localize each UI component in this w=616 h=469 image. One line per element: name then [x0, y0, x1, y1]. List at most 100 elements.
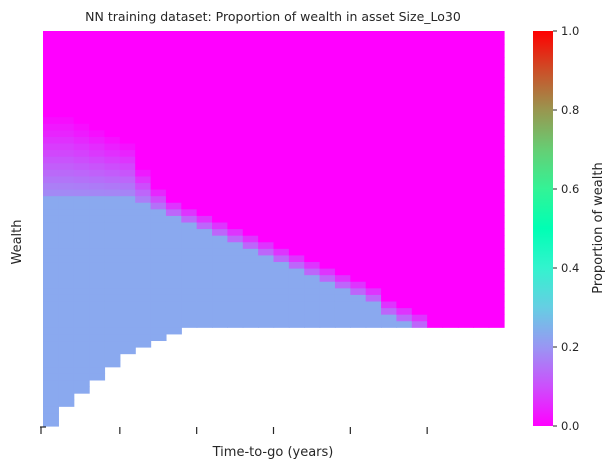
heatmap-cell [258, 175, 275, 184]
heatmap-cell [488, 44, 505, 52]
heatmap-cell [273, 129, 290, 137]
heatmap-cell [273, 300, 290, 309]
heatmap-cell [473, 254, 490, 263]
heatmap-cell [43, 221, 59, 230]
heatmap-cell [89, 50, 106, 58]
heatmap-cell [350, 235, 367, 243]
heatmap-cell [165, 261, 182, 269]
heatmap-cell [89, 268, 106, 276]
heatmap-cell [104, 202, 121, 210]
heatmap-cell [273, 208, 290, 216]
heatmap-cell [227, 169, 244, 177]
heatmap-cell [43, 347, 59, 355]
heatmap-cell [104, 169, 121, 177]
heatmap-cell [135, 261, 152, 269]
heatmap-cell [196, 149, 213, 157]
heatmap-cell [457, 96, 474, 105]
heatmap-cell [89, 274, 106, 282]
heatmap-cell [73, 215, 90, 223]
heatmap-cell [319, 215, 336, 223]
heatmap-cell [396, 116, 413, 124]
heatmap-cell [150, 63, 167, 72]
heatmap-cell [350, 287, 367, 295]
heatmap-cell [181, 77, 198, 85]
heatmap-cell [43, 379, 59, 388]
heatmap-cell [473, 228, 490, 236]
heatmap-cell [227, 129, 244, 137]
heatmap-cell [457, 300, 474, 309]
heatmap-cell [181, 254, 198, 263]
heatmap-cell [273, 248, 290, 256]
heatmap-cell [473, 221, 490, 230]
heatmap-cell [89, 44, 106, 52]
heatmap-cell [242, 70, 259, 78]
heatmap-cell [150, 156, 167, 164]
heatmap-cell [89, 281, 106, 289]
heatmap-cell [411, 37, 428, 45]
heatmap-cell [334, 123, 351, 131]
heatmap-cell [334, 221, 351, 230]
heatmap-cell [411, 235, 428, 243]
heatmap-cell [365, 37, 382, 45]
heatmap-cell [396, 182, 413, 190]
heatmap-cell [350, 103, 367, 111]
heatmap-cell [58, 248, 75, 256]
heatmap-cell [212, 182, 228, 190]
heatmap-cell [135, 327, 152, 335]
heatmap-cell [104, 294, 121, 302]
heatmap-cell [304, 44, 321, 52]
heatmap-cell [165, 90, 182, 98]
heatmap-cell [196, 142, 213, 151]
heatmap-cell [396, 221, 413, 230]
heatmap-cell [350, 83, 367, 91]
heatmap-cell [258, 189, 275, 197]
heatmap-cell [273, 169, 290, 177]
heatmap-cell [212, 96, 228, 105]
heatmap-cell [58, 136, 75, 144]
heatmap-cell [473, 116, 490, 124]
heatmap-cell [135, 77, 152, 85]
heatmap-cell [288, 261, 305, 269]
heatmap-cell [227, 31, 244, 39]
heatmap-cell [442, 195, 459, 203]
heatmap-cell [457, 202, 474, 210]
heatmap-cell [273, 37, 290, 45]
heatmap-cell [381, 162, 398, 170]
heatmap-cell [411, 215, 428, 223]
heatmap-cell [273, 235, 290, 243]
heatmap-cell [89, 287, 106, 295]
heatmap-cell [381, 149, 398, 157]
heatmap-cell [411, 149, 428, 157]
colorbar-tick-label: 0.0 [561, 419, 579, 433]
heatmap-cell [43, 103, 59, 111]
heatmap-cell [181, 208, 198, 216]
heatmap-cell [165, 274, 182, 282]
heatmap-cell [89, 31, 106, 39]
heatmap-cell [73, 353, 90, 361]
heatmap-cell [181, 248, 198, 256]
heatmap-cell [135, 274, 152, 282]
heatmap-cell [288, 110, 305, 118]
heatmap-cell [457, 294, 474, 302]
heatmap-cell [411, 129, 428, 137]
heatmap-cell [73, 221, 90, 230]
heatmap-cell [304, 182, 321, 190]
heatmap-cell [365, 241, 382, 249]
heatmap-cell [242, 169, 259, 177]
heatmap-cell [288, 208, 305, 216]
heatmap-cell [457, 149, 474, 157]
heatmap-cell [119, 235, 136, 243]
heatmap-cell [242, 44, 259, 52]
heatmap-cell [119, 281, 136, 289]
heatmap-cell [350, 182, 367, 190]
heatmap-cell [89, 307, 106, 315]
heatmap-cell [196, 90, 213, 98]
heatmap-cell [411, 320, 428, 328]
heatmap-cell [488, 215, 505, 223]
heatmap-cell [58, 202, 75, 210]
heatmap-cell [43, 195, 59, 203]
heatmap-cell [488, 123, 505, 131]
heatmap-cell [304, 116, 321, 124]
heatmap-cell [43, 268, 59, 276]
heatmap-cell [473, 63, 490, 72]
